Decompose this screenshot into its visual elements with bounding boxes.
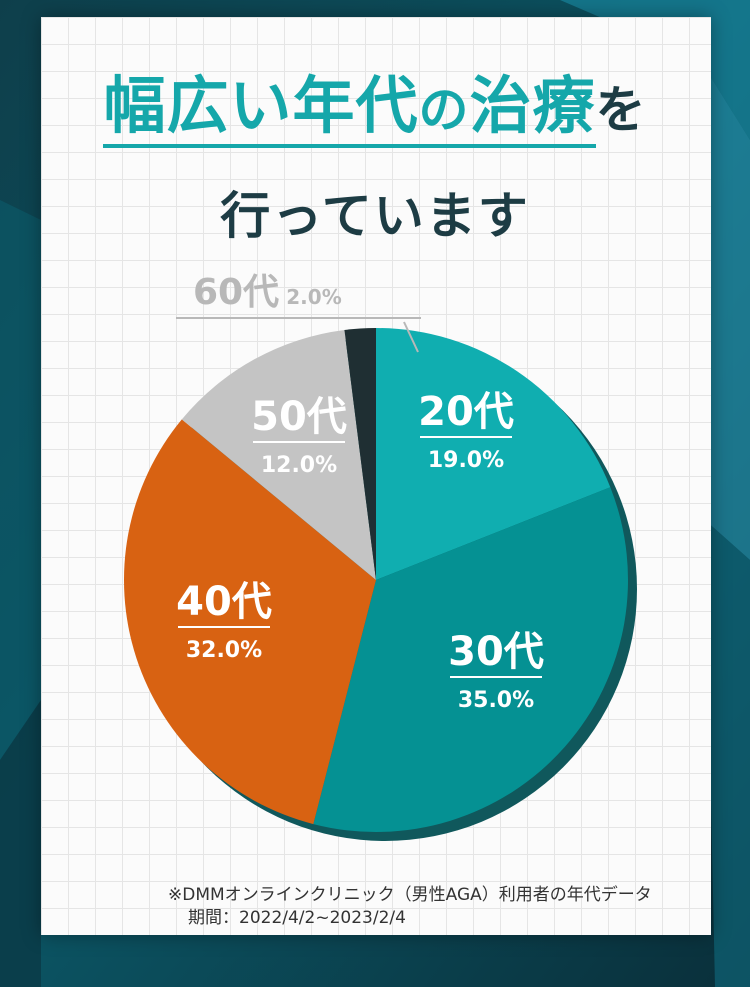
slice-name: 60代	[193, 272, 279, 313]
headline-line2: 行っています	[220, 187, 530, 245]
pie-slice-30代	[313, 487, 628, 832]
slice-name: 20代	[418, 389, 514, 435]
slice-value: 35.0%	[458, 688, 534, 713]
pie-slice-20代	[376, 328, 611, 580]
slice-label-20代: 20代 19.0%	[418, 389, 514, 473]
slice-name: 40代	[176, 579, 272, 625]
slice-label-30代: 30代 35.0%	[448, 629, 544, 713]
headline-highlight: 幅広い年代の治療	[103, 69, 596, 148]
slice-label-60代: 60代 2.0%	[176, 272, 421, 353]
slice-value: 32.0%	[186, 638, 262, 663]
headline: 幅広い年代の治療を	[0, 69, 750, 148]
leader-line	[403, 321, 419, 353]
slice-name: 50代	[251, 394, 347, 440]
footnote-period: 期間：2022/4/2~2023/2/4	[188, 908, 406, 928]
footnote-source: ※DMMオンラインクリニック（男性AGA）利用者の年代データ	[168, 885, 652, 905]
slice-name: 30代	[448, 629, 544, 675]
pie-slice-60代	[344, 328, 376, 580]
slice-value: 12.0%	[261, 453, 337, 478]
footnote: ※DMMオンラインクリニック（男性AGA）利用者の年代データ 期間：2022/4…	[168, 884, 652, 930]
slice-value: 19.0%	[428, 448, 504, 473]
headline-particle-end: を	[595, 81, 647, 139]
pie-slice-50代	[181, 329, 376, 580]
pie-slice-40代	[123, 419, 377, 825]
headline-particle: の	[418, 81, 470, 139]
slice-label-40代: 40代 32.0%	[176, 579, 272, 663]
slice-label-50代: 50代 12.0%	[251, 394, 347, 478]
slice-value: 2.0%	[286, 285, 341, 309]
